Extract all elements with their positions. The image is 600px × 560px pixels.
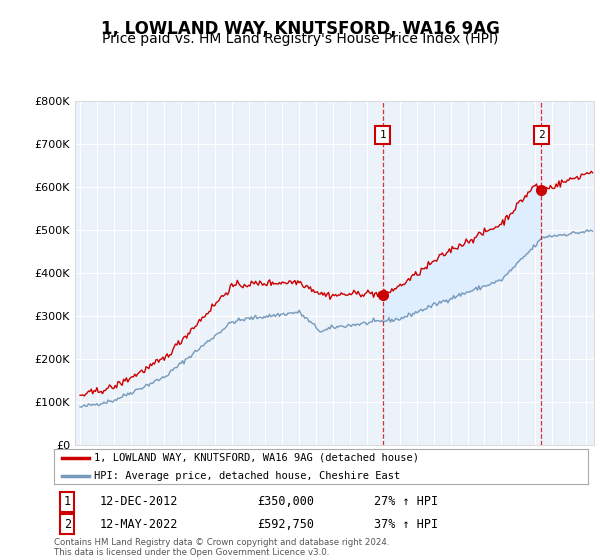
Text: Contains HM Land Registry data © Crown copyright and database right 2024.
This d: Contains HM Land Registry data © Crown c…	[54, 538, 389, 557]
Text: 1: 1	[64, 495, 71, 508]
Text: £592,750: £592,750	[257, 518, 314, 531]
Text: HPI: Average price, detached house, Cheshire East: HPI: Average price, detached house, Ches…	[94, 470, 400, 480]
Text: £350,000: £350,000	[257, 495, 314, 508]
Text: 1, LOWLAND WAY, KNUTSFORD, WA16 9AG (detached house): 1, LOWLAND WAY, KNUTSFORD, WA16 9AG (det…	[94, 453, 419, 463]
Text: 2: 2	[538, 130, 545, 140]
Text: 12-MAY-2022: 12-MAY-2022	[100, 518, 178, 531]
Text: 27% ↑ HPI: 27% ↑ HPI	[374, 495, 439, 508]
Text: 2: 2	[64, 518, 71, 531]
Text: Price paid vs. HM Land Registry's House Price Index (HPI): Price paid vs. HM Land Registry's House …	[102, 32, 498, 46]
Text: 1: 1	[379, 130, 386, 140]
Text: 37% ↑ HPI: 37% ↑ HPI	[374, 518, 439, 531]
Text: 12-DEC-2012: 12-DEC-2012	[100, 495, 178, 508]
Text: 1, LOWLAND WAY, KNUTSFORD, WA16 9AG: 1, LOWLAND WAY, KNUTSFORD, WA16 9AG	[101, 20, 499, 38]
